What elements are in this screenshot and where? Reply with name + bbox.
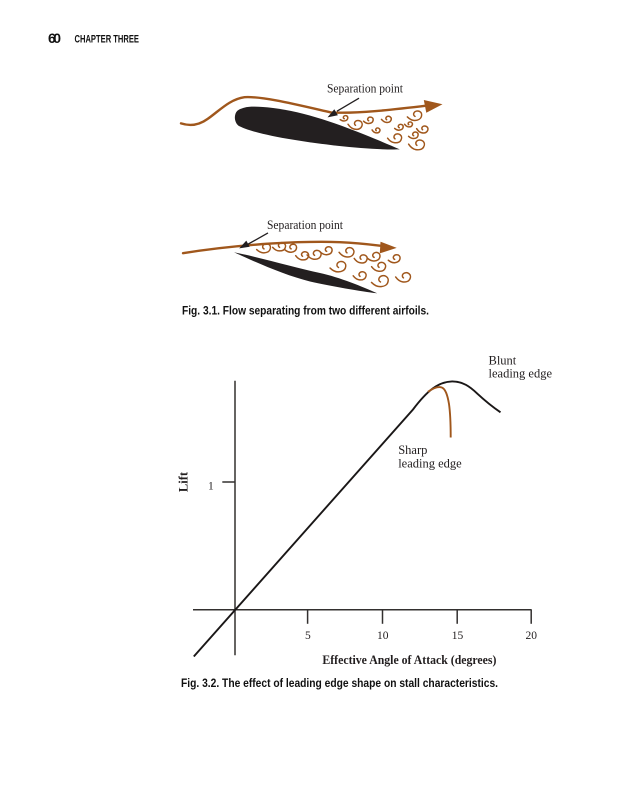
svg-text:Lift: Lift (177, 471, 191, 492)
svg-text:Separation point: Separation point (267, 218, 343, 232)
svg-text:15: 15 (452, 630, 464, 642)
svg-text:Sharp: Sharp (398, 443, 427, 457)
svg-text:Blunt: Blunt (489, 353, 517, 367)
svg-text:1: 1 (208, 480, 214, 492)
svg-text:60: 60 (48, 30, 61, 46)
svg-text:5: 5 (305, 630, 311, 642)
svg-text:Effective Angle of Attack (deg: Effective Angle of Attack (degrees) (322, 653, 496, 667)
svg-text:Separation point: Separation point (327, 81, 403, 95)
svg-text:Fig. 3.2. The effect of leadin: Fig. 3.2. The effect of leading edge sha… (181, 678, 498, 690)
svg-text:CHAPTER THREE: CHAPTER THREE (75, 33, 140, 45)
svg-text:Fig. 3.1. Flow separating from: Fig. 3.1. Flow separating from two diffe… (182, 306, 429, 318)
svg-text:leading edge: leading edge (489, 367, 553, 381)
svg-text:20: 20 (526, 630, 538, 642)
svg-text:10: 10 (377, 630, 389, 642)
svg-text:leading edge: leading edge (398, 456, 462, 470)
